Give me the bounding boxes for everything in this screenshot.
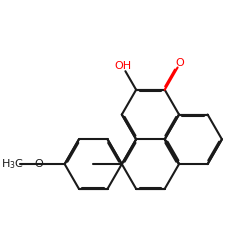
Text: OH: OH [114, 61, 131, 71]
Text: H$_3$C: H$_3$C [1, 157, 24, 171]
Text: O: O [176, 58, 184, 68]
Text: O: O [34, 159, 43, 169]
